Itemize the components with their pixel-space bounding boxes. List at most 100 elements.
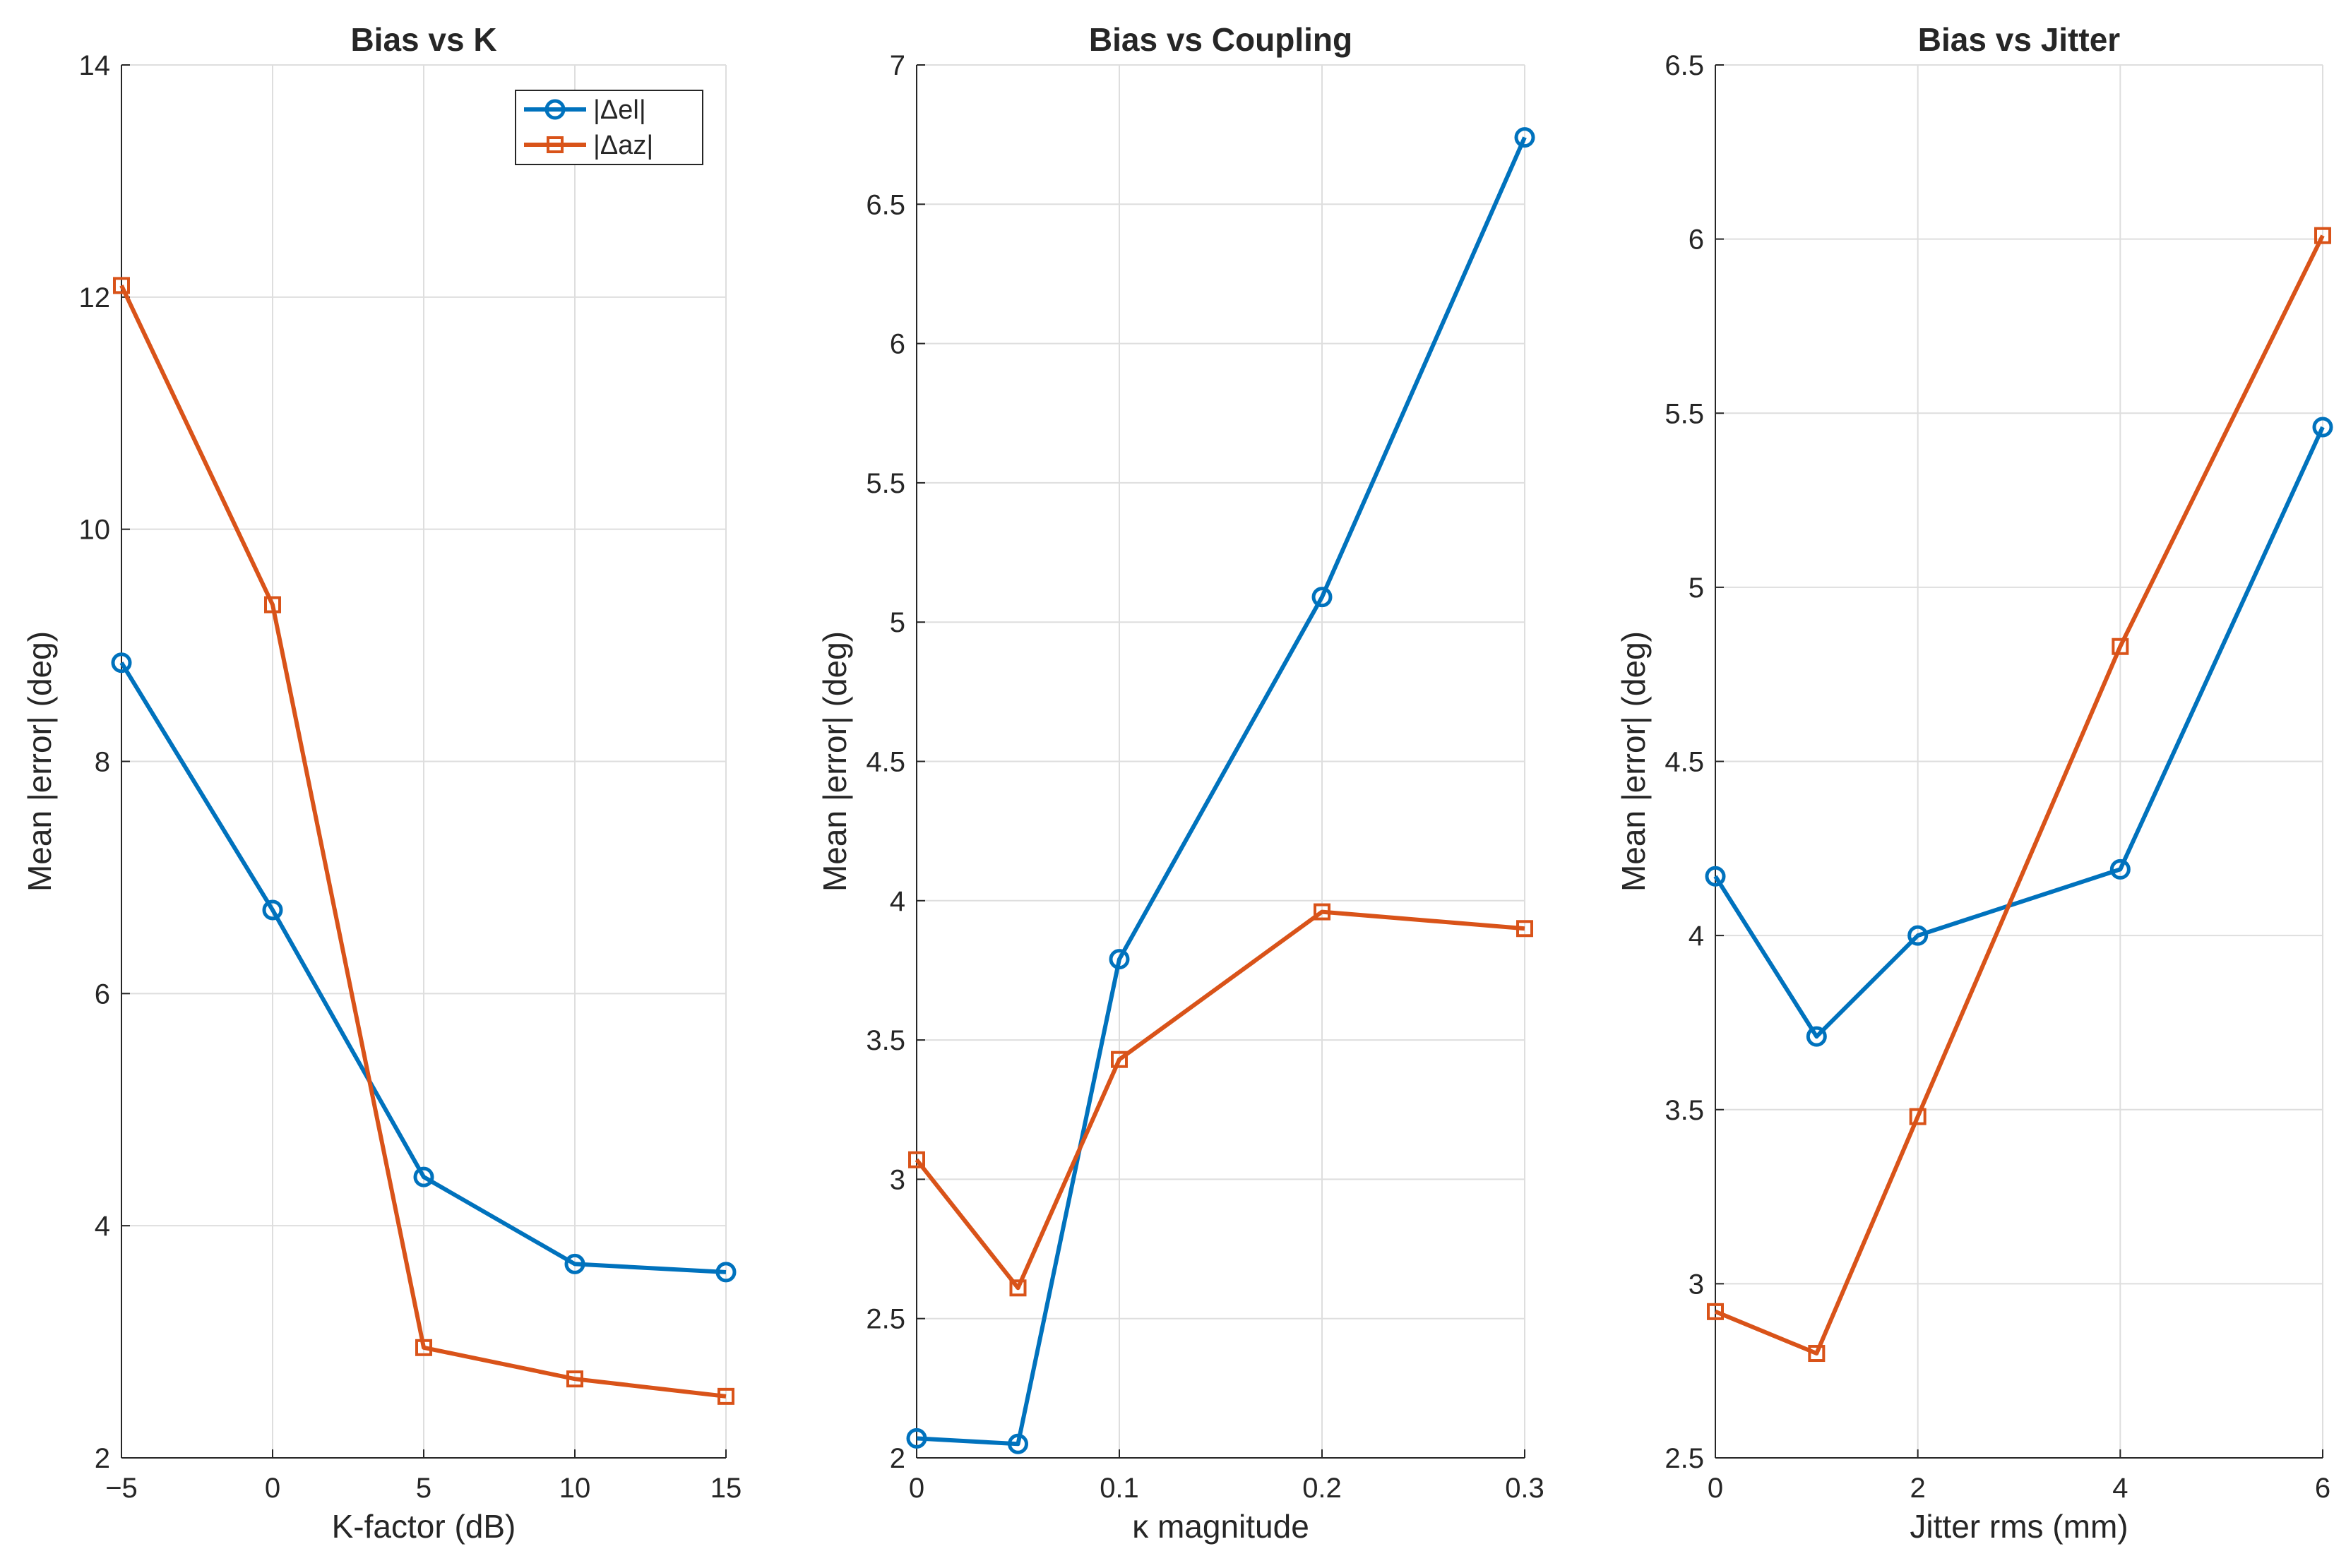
y-axis-label: Mean |error| (deg) xyxy=(21,631,58,892)
legend: |Δel| |Δaz| xyxy=(515,90,703,165)
data-point xyxy=(2112,638,2129,655)
data-point xyxy=(1707,1303,1724,1320)
y-tick-label: 5.5 xyxy=(1665,398,1704,429)
y-tick-label: 2 xyxy=(95,1443,110,1474)
y-tick-label: 6.5 xyxy=(1665,50,1704,81)
y-tick-label: 3 xyxy=(890,1164,905,1195)
series-2 xyxy=(1707,227,2331,1363)
y-tick-label: 6 xyxy=(1689,225,1704,256)
data-point xyxy=(413,1166,434,1187)
x-tick-label: 0.1 xyxy=(1100,1473,1139,1504)
y-tick-label: 2.5 xyxy=(1665,1443,1704,1474)
y-tick-label: 12 xyxy=(79,282,111,313)
y-tick-label: 4.5 xyxy=(1665,747,1704,778)
y-axis-label: Mean |error| (deg) xyxy=(1615,631,1652,892)
x-axis-label: Jitter rms (mm) xyxy=(1910,1508,2128,1545)
data-point xyxy=(1109,949,1130,970)
data-point xyxy=(1705,866,1726,887)
chart-panel-1: −5 0 5 10 15 2 4 6 8 10 12 14 Bias vs K K-factor (dB)… xyxy=(21,21,742,1545)
chart-title: Bias vs Jitter xyxy=(1918,21,2120,58)
data-point xyxy=(1314,903,1330,921)
y-tick-label: 5.5 xyxy=(866,468,905,499)
series-1 xyxy=(111,652,737,1283)
y-tick-label: 4 xyxy=(95,1211,110,1242)
series-line xyxy=(119,285,727,1399)
data-point xyxy=(113,277,130,294)
y-tick-label: 3.5 xyxy=(1665,1095,1704,1126)
data-point xyxy=(1008,1433,1028,1454)
series-line xyxy=(916,136,1527,1447)
series-line xyxy=(915,909,1525,1291)
x-axis-label: κ magnitude xyxy=(1132,1508,1309,1545)
y-tick-label: 6 xyxy=(95,978,110,1010)
y-tick-label: 3 xyxy=(1689,1269,1704,1300)
y-tick-label: 6 xyxy=(890,329,905,360)
data-point xyxy=(2314,227,2331,244)
series-2 xyxy=(908,903,1533,1297)
data-point xyxy=(1909,1108,1927,1125)
legend-marker xyxy=(544,99,566,120)
y-tick-label: 10 xyxy=(79,515,111,546)
grid xyxy=(1715,64,2323,1459)
data-point xyxy=(715,1262,737,1283)
y-tick-label: 6.5 xyxy=(866,189,905,220)
x-tick-label: 0 xyxy=(909,1473,924,1504)
series-line xyxy=(1713,426,2325,1039)
series-line xyxy=(1714,234,2325,1356)
data-point xyxy=(1808,1345,1826,1363)
data-point xyxy=(111,652,132,674)
data-point xyxy=(1907,925,1929,946)
legend-label: |Δaz| xyxy=(593,131,653,160)
chart-title: Bias vs K xyxy=(350,21,496,58)
data-point xyxy=(718,1387,734,1405)
data-point xyxy=(264,596,281,614)
x-tick-label: 0 xyxy=(1708,1473,1723,1504)
chart-title: Bias vs Coupling xyxy=(1089,21,1352,58)
series-1 xyxy=(906,127,1535,1454)
y-tick-label: 2.5 xyxy=(866,1304,905,1335)
data-point xyxy=(262,899,283,921)
x-tick-label: 0 xyxy=(265,1473,280,1504)
x-axis-label: K-factor (dB) xyxy=(332,1508,516,1545)
data-point xyxy=(1516,920,1533,938)
series-2 xyxy=(113,277,734,1405)
data-point xyxy=(1311,587,1333,608)
x-tick-label: 2 xyxy=(1910,1473,1926,1504)
x-tick-label: −5 xyxy=(105,1473,138,1504)
x-tick-label: 5 xyxy=(416,1473,431,1504)
y-tick-label: 7 xyxy=(890,50,905,81)
series-1 xyxy=(1705,417,2333,1047)
y-tick-label: 2 xyxy=(890,1443,905,1474)
y-tick-label: 4.5 xyxy=(866,747,905,778)
legend-marker xyxy=(547,136,564,153)
chart-panel-3: 0 2 4 6 2.5 3 3.5 4 4.5 5 5.5 6 6.5 Bias vs Jitter Jit… xyxy=(1615,21,2333,1545)
data-point xyxy=(908,1151,925,1168)
y-tick-label: 14 xyxy=(79,50,111,81)
y-tick-label: 3.5 xyxy=(866,1025,905,1056)
grid xyxy=(916,64,1525,1459)
legend-label: |Δel| xyxy=(593,95,646,125)
x-tick-label: 15 xyxy=(710,1473,742,1504)
y-tick-label: 4 xyxy=(890,886,905,917)
x-tick-label: 0.3 xyxy=(1505,1473,1544,1504)
y-tick-label: 8 xyxy=(95,747,110,778)
data-point xyxy=(566,1370,583,1388)
grid xyxy=(121,64,727,1459)
data-point xyxy=(564,1253,585,1274)
series-line xyxy=(119,662,727,1274)
data-point xyxy=(415,1339,432,1356)
y-tick-label: 4 xyxy=(1689,921,1704,952)
data-point xyxy=(1111,1051,1128,1068)
y-tick-label: 5 xyxy=(1689,573,1704,604)
y-tick-label: 5 xyxy=(890,607,905,638)
x-tick-label: 4 xyxy=(2112,1473,2128,1504)
y-axis-label: Mean |error| (deg) xyxy=(816,631,853,892)
data-point xyxy=(1806,1026,1827,1047)
data-point xyxy=(1009,1279,1027,1297)
x-tick-label: 6 xyxy=(2315,1473,2330,1504)
x-tick-label: 0.2 xyxy=(1302,1473,1342,1504)
data-point xyxy=(906,1428,927,1449)
data-point xyxy=(2109,858,2131,880)
chart-panel-2: 0 0.1 0.2 0.3 2 2.5 3 3.5 4 4.5 5 5.5 6 6.5 7 Bias vs C… xyxy=(816,21,1544,1545)
